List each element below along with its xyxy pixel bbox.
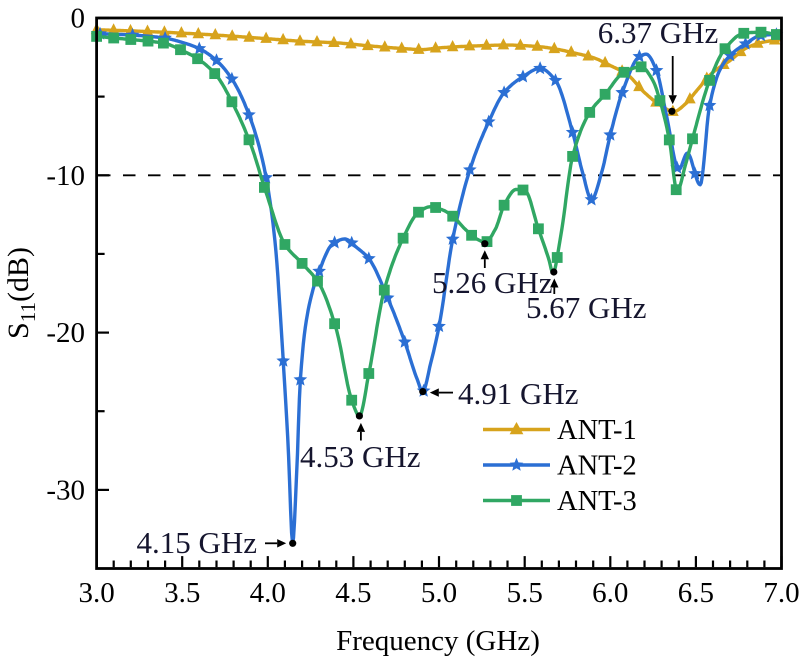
svg-text:ANT-2: ANT-2 — [557, 451, 637, 482]
svg-text:ANT-3: ANT-3 — [557, 486, 637, 517]
svg-text:5.0: 5.0 — [421, 577, 457, 609]
svg-text:4.5: 4.5 — [335, 577, 371, 609]
svg-text:Frequency (GHz): Frequency (GHz) — [336, 625, 540, 657]
svg-text:-20: -20 — [46, 317, 85, 349]
svg-text:ANT-1: ANT-1 — [557, 415, 637, 446]
svg-text:6.37 GHz: 6.37 GHz — [598, 15, 719, 50]
svg-text:0: 0 — [71, 3, 86, 35]
svg-text:5.5: 5.5 — [507, 577, 543, 609]
svg-text:4.91 GHz: 4.91 GHz — [458, 376, 579, 411]
svg-text:6.5: 6.5 — [678, 577, 714, 609]
svg-text:7.0: 7.0 — [763, 577, 799, 609]
svg-text:4.0: 4.0 — [250, 577, 286, 609]
svg-text:5.67 GHz: 5.67 GHz — [526, 290, 647, 325]
svg-text:5.26 GHz: 5.26 GHz — [432, 265, 553, 300]
svg-text:3.0: 3.0 — [78, 577, 114, 609]
svg-text:-30: -30 — [46, 474, 85, 506]
svg-text:6.0: 6.0 — [592, 577, 628, 609]
svg-text:-10: -10 — [46, 160, 85, 192]
svg-text:4.15 GHz: 4.15 GHz — [136, 525, 257, 560]
svg-text:3.5: 3.5 — [164, 577, 200, 609]
svg-text:4.53 GHz: 4.53 GHz — [300, 439, 421, 474]
svg-text:S11(dB): S11(dB) — [2, 247, 40, 339]
